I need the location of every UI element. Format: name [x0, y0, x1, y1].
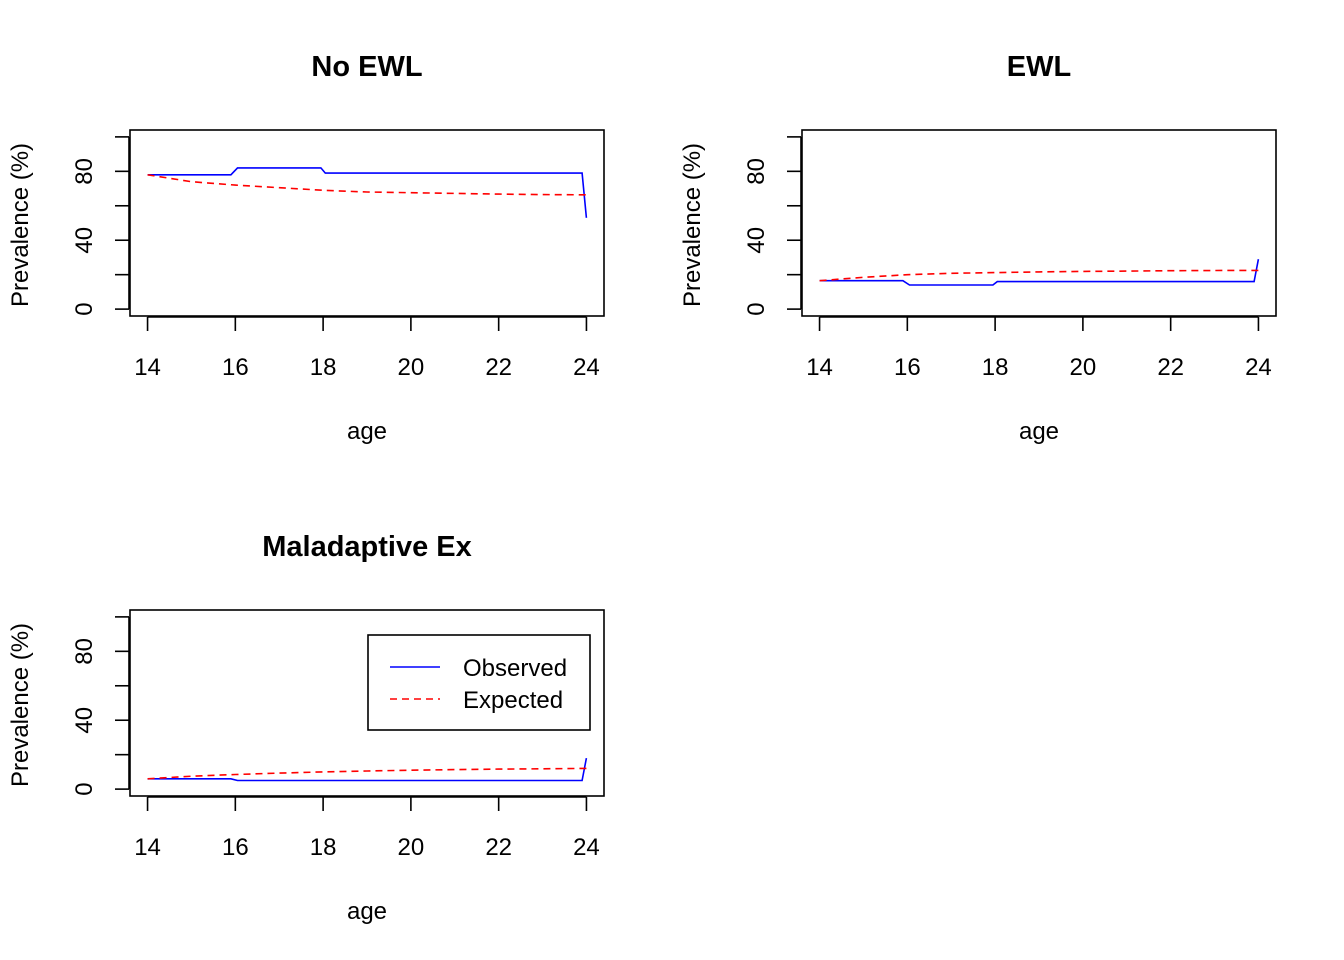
y-tick-label: 0	[743, 302, 770, 315]
series-line-observed	[819, 259, 1260, 286]
x-axis-label: age	[347, 898, 387, 925]
x-tick-label: 18	[310, 354, 337, 381]
plot-frame	[129, 609, 605, 797]
legend-label: Observed	[463, 655, 567, 682]
y-tick-label: 0	[71, 302, 98, 315]
x-tick-label: 24	[573, 354, 600, 381]
series-line-expected	[819, 269, 1259, 282]
x-tick-label: 24	[573, 834, 600, 861]
y-tick-label: 40	[71, 707, 98, 734]
series-line-expected	[147, 767, 587, 780]
x-tick-label: 20	[398, 834, 425, 861]
y-axis-label: Prevalence (%)	[7, 623, 34, 787]
x-tick-label: 18	[310, 834, 337, 861]
legend-label: Expected	[463, 687, 563, 714]
series-line-observed	[147, 167, 588, 218]
chart-title: Maladaptive Ex	[262, 531, 472, 563]
chart-panel-3: Maladaptive Ex 14 16 18 20 22 24 age 0 40 80 Preval…	[7, 531, 605, 925]
chart-title: EWL	[1007, 51, 1071, 83]
x-tick-label: 24	[1245, 354, 1272, 381]
x-tick-label: 18	[982, 354, 1009, 381]
series-line-expected	[147, 174, 587, 196]
x-axis-label: age	[1019, 418, 1059, 445]
legend-box	[367, 634, 591, 731]
x-tick-label: 16	[894, 354, 921, 381]
x-tick-label: 20	[1070, 354, 1097, 381]
x-tick-label: 16	[222, 354, 249, 381]
x-tick-label: 20	[398, 354, 425, 381]
chart-title: No EWL	[311, 51, 422, 83]
y-tick-label: 80	[71, 638, 98, 665]
plot-frame	[801, 129, 1277, 317]
y-axis-label: Prevalence (%)	[7, 143, 34, 307]
y-tick-label: 80	[71, 158, 98, 185]
y-tick-label: 0	[71, 782, 98, 795]
y-axis-label: Prevalence (%)	[679, 143, 706, 307]
x-tick-label: 14	[134, 834, 161, 861]
x-tick-label: 22	[485, 834, 512, 861]
x-tick-label: 14	[806, 354, 833, 381]
x-tick-label: 22	[485, 354, 512, 381]
x-axis-label: age	[347, 418, 387, 445]
y-tick-label: 40	[71, 227, 98, 254]
y-tick-label: 80	[743, 158, 770, 185]
plot-frame	[129, 129, 605, 317]
x-tick-label: 22	[1157, 354, 1184, 381]
series-line-observed	[147, 757, 588, 782]
x-tick-label: 14	[134, 354, 161, 381]
y-tick-label: 40	[743, 227, 770, 254]
chart-panel-1: No EWL 14 16 18 20 22 24 age 0 40 80 Prevalence (%)	[7, 51, 605, 445]
chart-panel-2: EWL 14 16 18 20 22 24 age 0 40 80 Prevalence (%)	[679, 51, 1277, 445]
legend: Observed Expected	[367, 634, 591, 731]
x-tick-label: 16	[222, 834, 249, 861]
